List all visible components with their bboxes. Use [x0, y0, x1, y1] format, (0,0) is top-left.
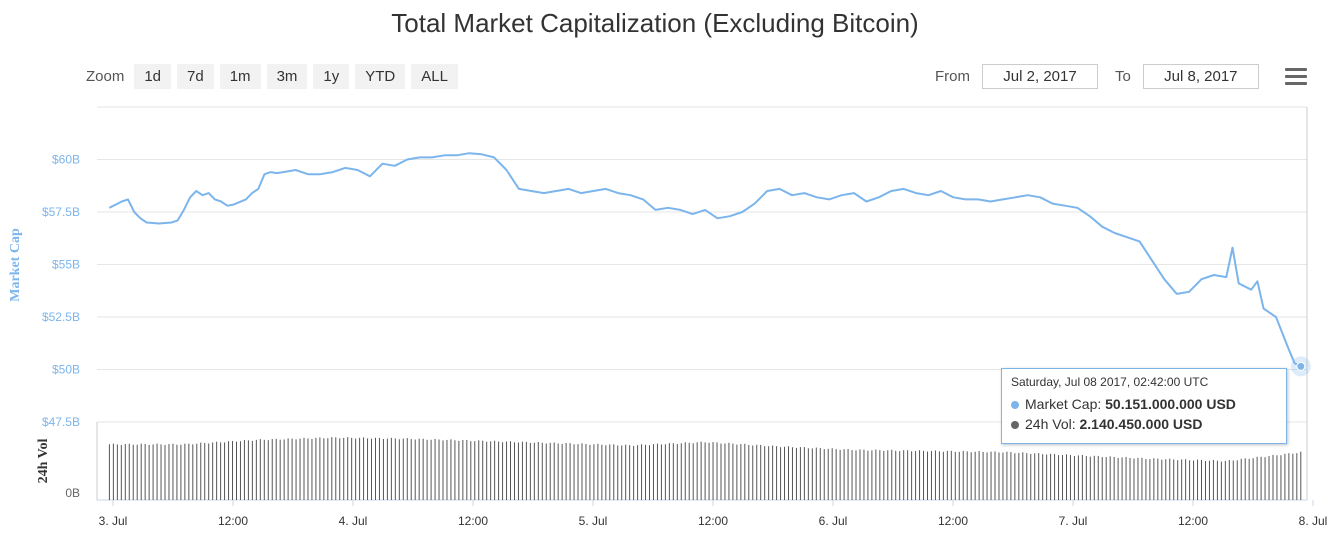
- y-axis-title: Market Cap: [8, 228, 23, 302]
- y-tick-label: $55B: [52, 258, 80, 272]
- to-label: To: [1115, 68, 1131, 85]
- tooltip-vol-value: 2.140.450.000 USD: [1079, 416, 1203, 432]
- zoom-toolbar: Zoom 1d 7d 1m 3m 1y YTD ALL: [86, 64, 458, 89]
- zoom-1m-button[interactable]: 1m: [219, 64, 261, 89]
- hover-point: [1296, 361, 1306, 371]
- vol-axis-title: 24h Vol: [36, 439, 51, 484]
- x-tick-label: 12:00: [698, 514, 728, 528]
- tooltip-mcap-value: 50.151.000.000 USD: [1105, 396, 1236, 412]
- mcap-dot-icon: [1011, 401, 1019, 410]
- zoom-1d-button[interactable]: 1d: [134, 64, 172, 89]
- x-tick-label: 12:00: [938, 514, 968, 528]
- y-tick-label: $52.5B: [42, 310, 80, 324]
- x-tick-label: 7. Jul: [1059, 514, 1088, 528]
- zoom-3m-button[interactable]: 3m: [266, 64, 308, 89]
- y-tick-label: $60B: [52, 153, 80, 167]
- from-date-input[interactable]: [982, 64, 1098, 89]
- tooltip-mcap-row: Market Cap: 50.151.000.000 USD: [1011, 394, 1277, 414]
- zoom-1y-button[interactable]: 1y: [313, 64, 350, 89]
- zoom-label: Zoom: [86, 68, 125, 85]
- tooltip-date: Saturday, Jul 08 2017, 02:42:00 UTC: [1011, 375, 1209, 389]
- x-tick-label: 8. Jul: [1299, 514, 1328, 528]
- from-label: From: [935, 68, 970, 85]
- tooltip: Saturday, Jul 08 2017, 02:42:00 UTC Mark…: [1001, 368, 1287, 444]
- zoom-7d-button[interactable]: 7d: [177, 64, 214, 89]
- to-range: To: [1115, 64, 1259, 89]
- tooltip-vol-row: 24h Vol: 2.140.450.000 USD: [1011, 414, 1277, 434]
- tooltip-mcap-label: Market Cap:: [1025, 396, 1102, 412]
- y-axis: $47.5B $50B $52.5B $55B $57.5B $60B Market Cap…: [8, 153, 80, 501]
- y-tick-label: $50B: [52, 363, 80, 377]
- y-tick-label: $57.5B: [42, 205, 80, 219]
- x-tick-label: 12:00: [218, 514, 248, 528]
- vol-tick-label: 0B: [65, 486, 80, 500]
- market-cap-line: [108, 152, 1302, 368]
- tooltip-vol-label: 24h Vol:: [1025, 416, 1076, 432]
- x-tick-label: 5. Jul: [579, 514, 608, 528]
- chart-title: Total Market Capitalization (Excluding B…: [391, 8, 919, 38]
- volume-bars: [108, 437, 1302, 500]
- zoom-all-button[interactable]: ALL: [411, 64, 458, 89]
- vol-dot-icon: [1011, 421, 1019, 430]
- x-axis: 3. Jul 12:00 4. Jul 12:00 5. Jul 12:00 6. Jul 1…: [99, 500, 1328, 528]
- zoom-ytd-button[interactable]: YTD: [355, 64, 406, 89]
- series-lines: [108, 152, 1311, 377]
- x-tick-label: 4. Jul: [339, 514, 368, 528]
- x-tick-label: 12:00: [1178, 514, 1208, 528]
- x-tick-label: 12:00: [458, 514, 488, 528]
- x-tick-label: 3. Jul: [99, 514, 128, 528]
- from-range: From: [935, 64, 1098, 89]
- chart-menu-icon[interactable]: [1285, 68, 1307, 88]
- to-date-input[interactable]: [1142, 64, 1259, 89]
- x-tick-label: 6. Jul: [819, 514, 848, 528]
- y-tick-label: $47.5B: [42, 415, 80, 429]
